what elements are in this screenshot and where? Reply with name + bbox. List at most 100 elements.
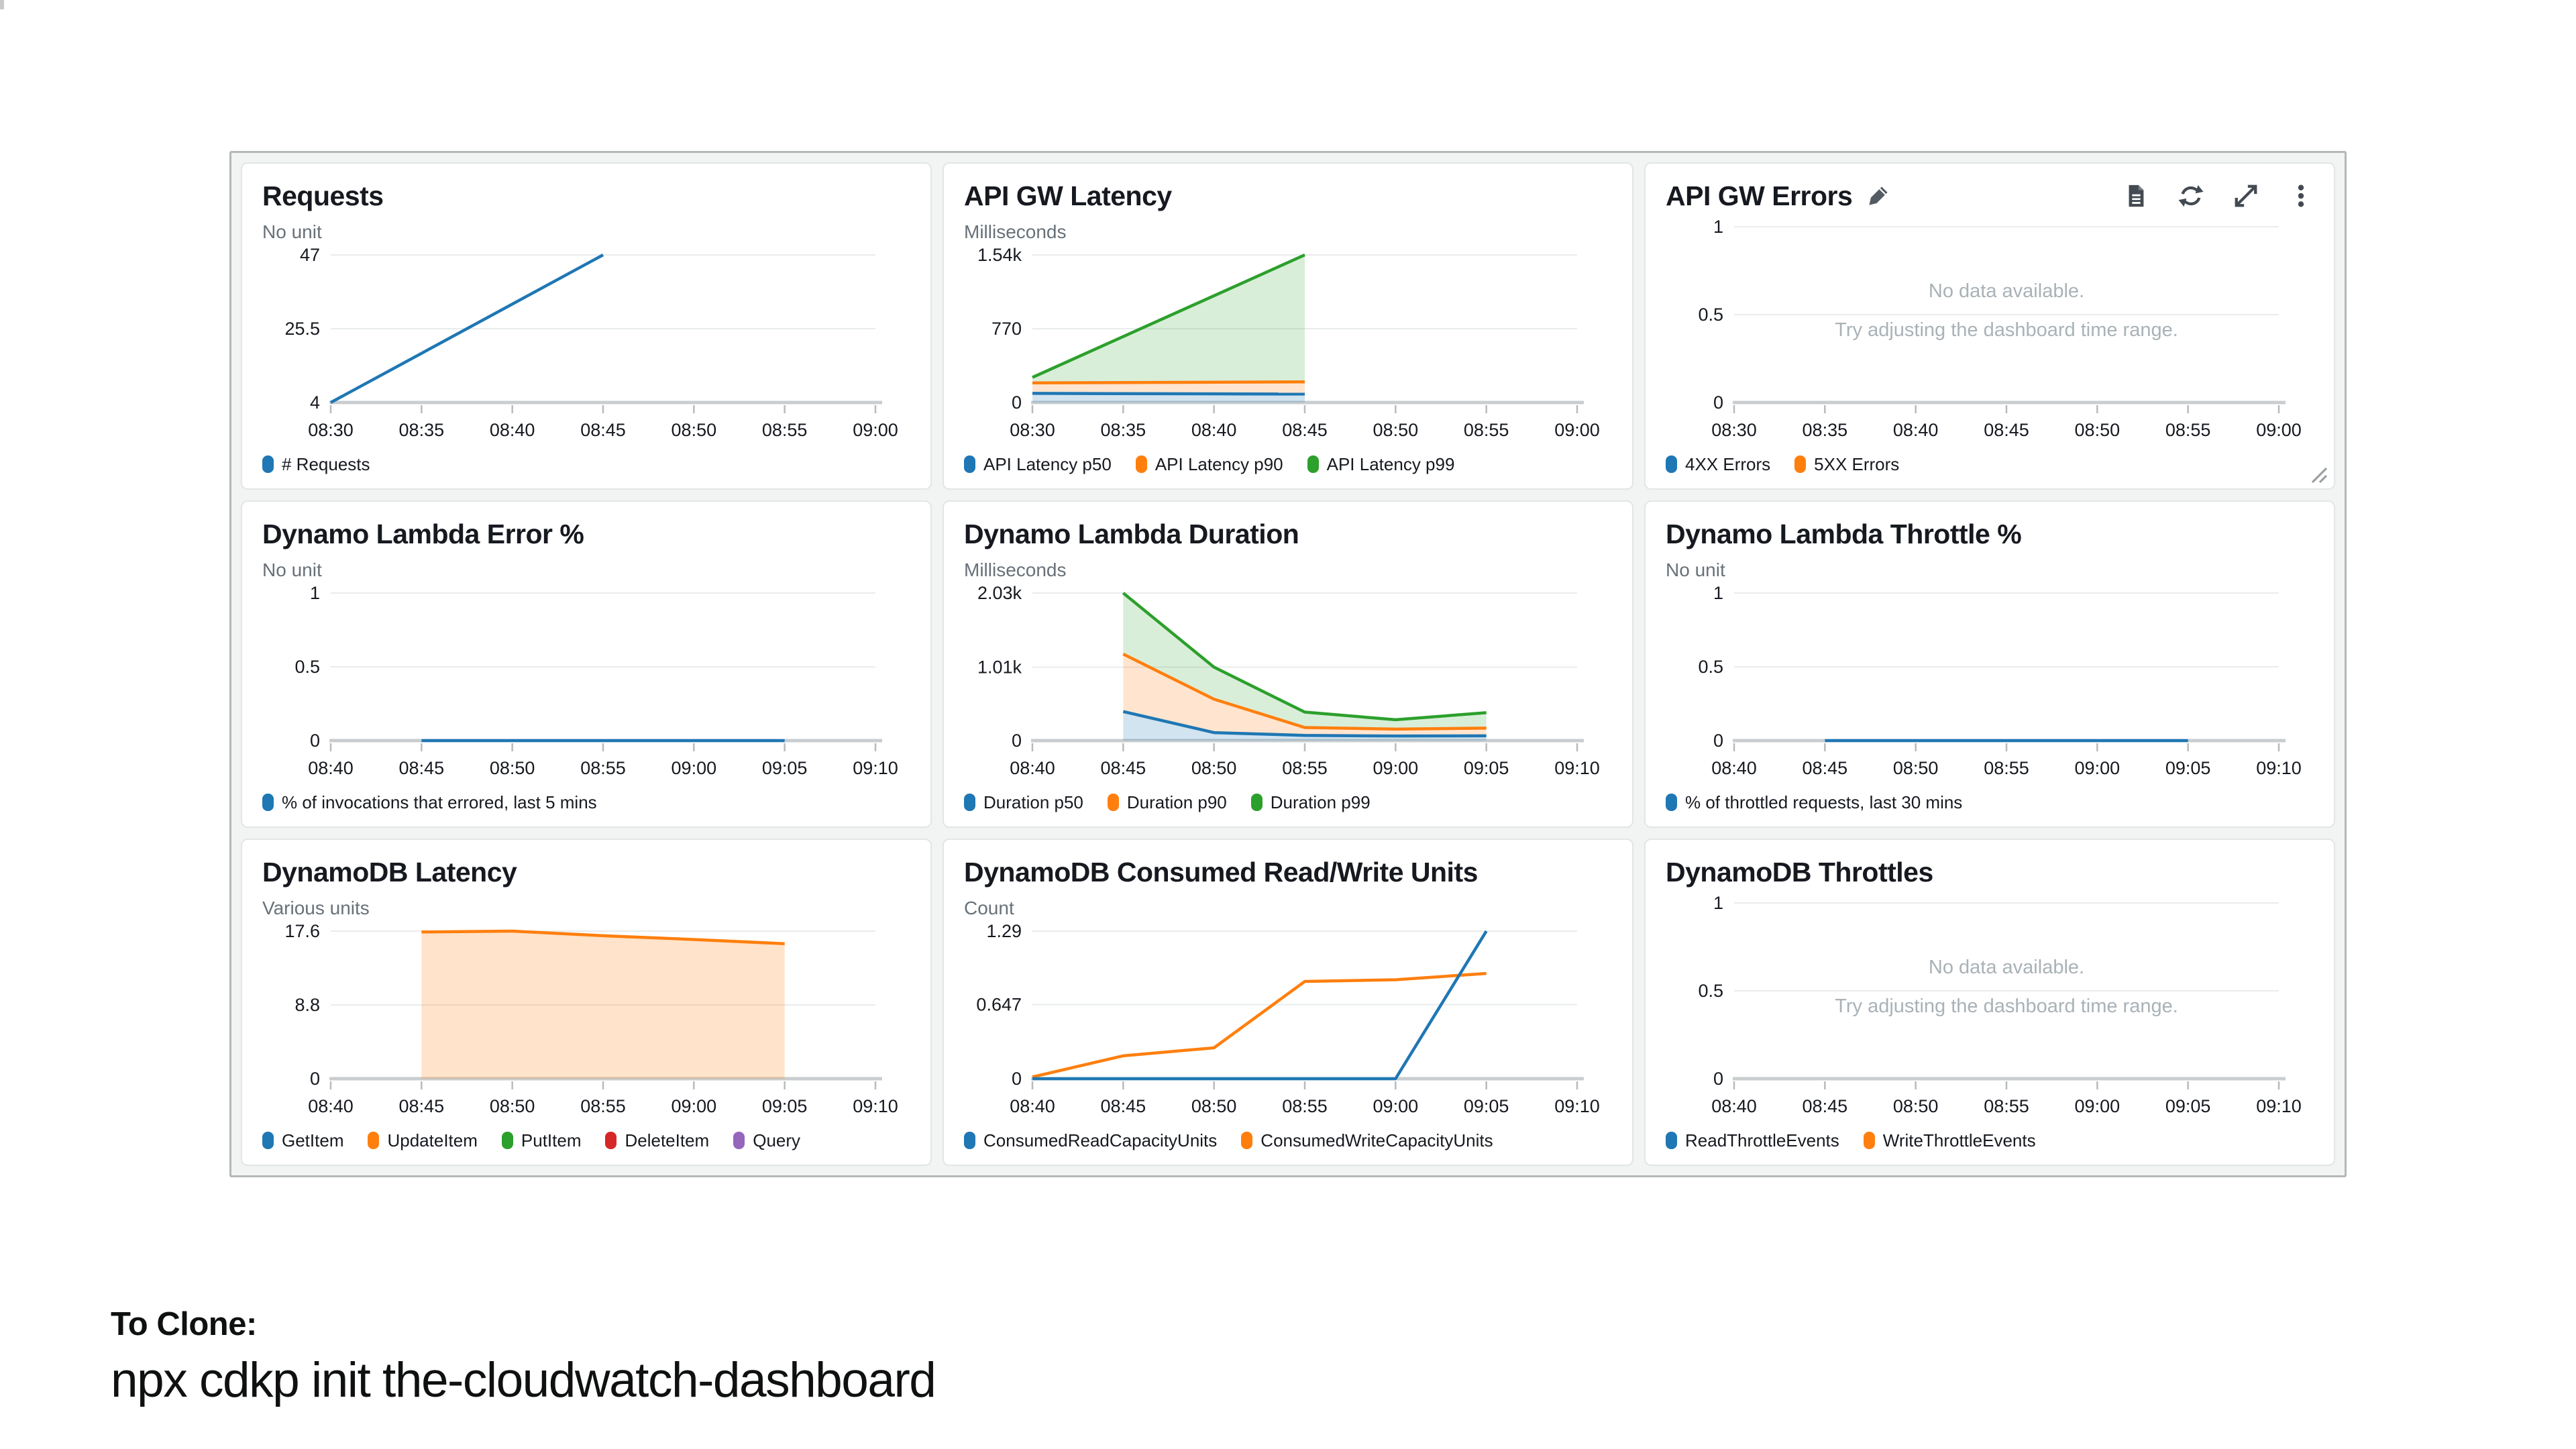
- svg-text:09:00: 09:00: [1373, 1096, 1419, 1116]
- svg-text:2.03k: 2.03k: [977, 583, 1022, 603]
- legend-swatch: [1666, 794, 1677, 811]
- legend-item[interactable]: Duration p50: [964, 792, 1083, 813]
- svg-text:08:40: 08:40: [1191, 420, 1237, 440]
- svg-text:08:30: 08:30: [1010, 420, 1055, 440]
- legend: ConsumedReadCapacityUnits ConsumedWriteCa…: [964, 1126, 1612, 1155]
- chart-canvas[interactable]: 0 0.647 1.29 08:40 08:45 08:50 08:55 09:00 09:05…: [964, 920, 1612, 1120]
- document-icon[interactable]: [2123, 183, 2149, 209]
- legend-item[interactable]: Duration p99: [1250, 792, 1371, 813]
- panel-header: Dynamo Lambda Duration: [964, 517, 1612, 551]
- panel-title: DynamoDB Latency: [262, 856, 517, 888]
- legend-label: PutItem: [521, 1130, 582, 1150]
- svg-text:08:45: 08:45: [1984, 420, 2029, 440]
- no-data-hint: Try adjusting the dashboard time range.: [1835, 996, 2178, 1017]
- legend: 4XX Errors 5XX Errors: [1666, 449, 2314, 479]
- svg-text:0.647: 0.647: [976, 995, 1022, 1015]
- panel-title: Requests: [262, 180, 384, 211]
- legend-item[interactable]: API Latency p99: [1307, 454, 1454, 475]
- expand-icon[interactable]: [2233, 183, 2259, 209]
- svg-text:0.5: 0.5: [1698, 981, 1723, 1001]
- legend-item[interactable]: DeleteItem: [605, 1130, 709, 1151]
- legend-swatch: [262, 455, 274, 473]
- chart-canvas[interactable]: 0 770 1.54k 08:30 08:35 08:40 08:45 08:50 08:55 0…: [964, 244, 1612, 444]
- svg-text:08:30: 08:30: [1711, 420, 1757, 440]
- legend-item[interactable]: 5XX Errors: [1794, 454, 1899, 475]
- panel-dynamo-lambda-error-pct: Dynamo Lambda Error % No unit 0 0.5 1 08:40…: [241, 500, 932, 828]
- svg-text:0: 0: [310, 1069, 320, 1089]
- svg-text:0: 0: [1012, 731, 1022, 751]
- panel-unit-label: No unit: [1666, 559, 1725, 580]
- panel-dynamodb-latency: DynamoDB Latency Various units 0 8.8 17.6 0…: [241, 839, 932, 1166]
- legend-swatch: [1241, 1132, 1253, 1149]
- svg-text:08:40: 08:40: [1711, 758, 1757, 778]
- svg-text:08:50: 08:50: [1893, 758, 1939, 778]
- svg-text:0.5: 0.5: [294, 657, 320, 677]
- chart-canvas[interactable]: 0 0.5 1 08:40 08:45 08:50 08:55 09:00 09:05 09:10: [262, 582, 910, 782]
- chart-canvas[interactable]: 0 0.5 1 08:30 08:35 08:40 08:45 08:50 08:55 09:00…: [1666, 216, 2314, 444]
- pencil-icon[interactable]: [1867, 184, 1890, 207]
- legend-item[interactable]: % of invocations that errored, last 5 mi…: [262, 792, 597, 813]
- legend-item[interactable]: Query: [733, 1130, 800, 1151]
- svg-text:09:10: 09:10: [853, 1096, 898, 1116]
- svg-text:09:10: 09:10: [2256, 1096, 2302, 1116]
- svg-text:08:50: 08:50: [1191, 758, 1237, 778]
- svg-text:09:00: 09:00: [2075, 758, 2121, 778]
- ellipsis-icon[interactable]: [2288, 183, 2314, 209]
- panel-api-gw-errors: API GW Errors: [1644, 162, 2335, 490]
- cloudwatch-dashboard: Requests No unit 4 25.5 47 08:30 08:35 08:40 0…: [229, 151, 2347, 1177]
- legend-item[interactable]: WriteThrottleEvents: [1863, 1130, 2036, 1151]
- legend-item[interactable]: ConsumedWriteCapacityUnits: [1241, 1130, 1493, 1151]
- legend-swatch: [1135, 455, 1147, 473]
- legend: API Latency p50 API Latency p90 API Latenc…: [964, 449, 1612, 479]
- panel-unit-label: Milliseconds: [964, 559, 1067, 580]
- svg-text:0: 0: [1713, 392, 1723, 413]
- chart-canvas[interactable]: 0 0.5 1 08:40 08:45 08:50 08:55 09:00 09:05 09:10…: [1666, 892, 2314, 1120]
- svg-text:0: 0: [1713, 731, 1723, 751]
- resize-handle[interactable]: [2304, 460, 2328, 484]
- legend-item[interactable]: UpdateItem: [368, 1130, 478, 1151]
- clone-command: npx cdkp init the-cloudwatch-dashboard: [111, 1353, 936, 1407]
- svg-text:09:00: 09:00: [1554, 420, 1600, 440]
- legend-item[interactable]: # Requests: [262, 454, 370, 475]
- legend-item[interactable]: Duration p90: [1107, 792, 1227, 813]
- legend-item[interactable]: PutItem: [501, 1130, 582, 1151]
- svg-text:08:40: 08:40: [308, 1096, 354, 1116]
- refresh-icon[interactable]: [2178, 183, 2204, 209]
- chart-canvas[interactable]: 4 25.5 47 08:30 08:35 08:40 08:45 08:50 08:55 09:…: [262, 244, 910, 444]
- legend-label: 5XX Errors: [1814, 453, 1900, 474]
- panel-header: Dynamo Lambda Error %: [262, 517, 910, 551]
- chart-canvas[interactable]: 0 8.8 17.6 08:40 08:45 08:50 08:55 09:00 09:05 09…: [262, 920, 910, 1120]
- legend-label: GetItem: [282, 1130, 344, 1150]
- legend-label: % of throttled requests, last 30 mins: [1685, 792, 1963, 812]
- svg-text:09:00: 09:00: [1373, 758, 1419, 778]
- legend-item[interactable]: GetItem: [262, 1130, 343, 1151]
- svg-text:08:55: 08:55: [1984, 1096, 2029, 1116]
- legend-item[interactable]: ReadThrottleEvents: [1666, 1130, 1839, 1151]
- svg-text:09:10: 09:10: [853, 758, 898, 778]
- svg-text:08:55: 08:55: [580, 758, 626, 778]
- panel-dynamo-lambda-throttle-pct: Dynamo Lambda Throttle % No unit 0 0.5 1 08…: [1644, 500, 2335, 828]
- svg-text:08:35: 08:35: [1803, 420, 1848, 440]
- svg-text:1: 1: [1713, 893, 1723, 913]
- svg-text:1: 1: [310, 583, 320, 603]
- svg-text:08:40: 08:40: [1010, 758, 1055, 778]
- panel-header: API GW Latency: [964, 178, 1612, 213]
- legend-item[interactable]: API Latency p50: [964, 454, 1112, 475]
- svg-text:09:10: 09:10: [1554, 1096, 1600, 1116]
- panel-dynamo-lambda-duration: Dynamo Lambda Duration Milliseconds 0 1.0…: [943, 500, 1633, 828]
- svg-text:0.5: 0.5: [1698, 305, 1723, 325]
- panel-title: Dynamo Lambda Duration: [964, 518, 1299, 549]
- legend-item[interactable]: API Latency p90: [1135, 454, 1283, 475]
- svg-text:25.5: 25.5: [284, 319, 320, 339]
- legend-item[interactable]: 4XX Errors: [1666, 454, 1770, 475]
- svg-text:08:50: 08:50: [2075, 420, 2121, 440]
- legend-item[interactable]: ConsumedReadCapacityUnits: [964, 1130, 1217, 1151]
- svg-text:08:55: 08:55: [580, 1096, 626, 1116]
- legend-item[interactable]: % of throttled requests, last 30 mins: [1666, 792, 1962, 813]
- svg-text:08:45: 08:45: [1803, 1096, 1848, 1116]
- no-data-message: No data available.: [1929, 280, 2084, 302]
- chart-canvas[interactable]: 0 0.5 1 08:40 08:45 08:50 08:55 09:00 09:05 09:10: [1666, 582, 2314, 782]
- svg-text:1.29: 1.29: [986, 921, 1022, 941]
- chart-canvas[interactable]: 0 1.01k 2.03k 08:40 08:45 08:50 08:55 09:00 09:0…: [964, 582, 1612, 782]
